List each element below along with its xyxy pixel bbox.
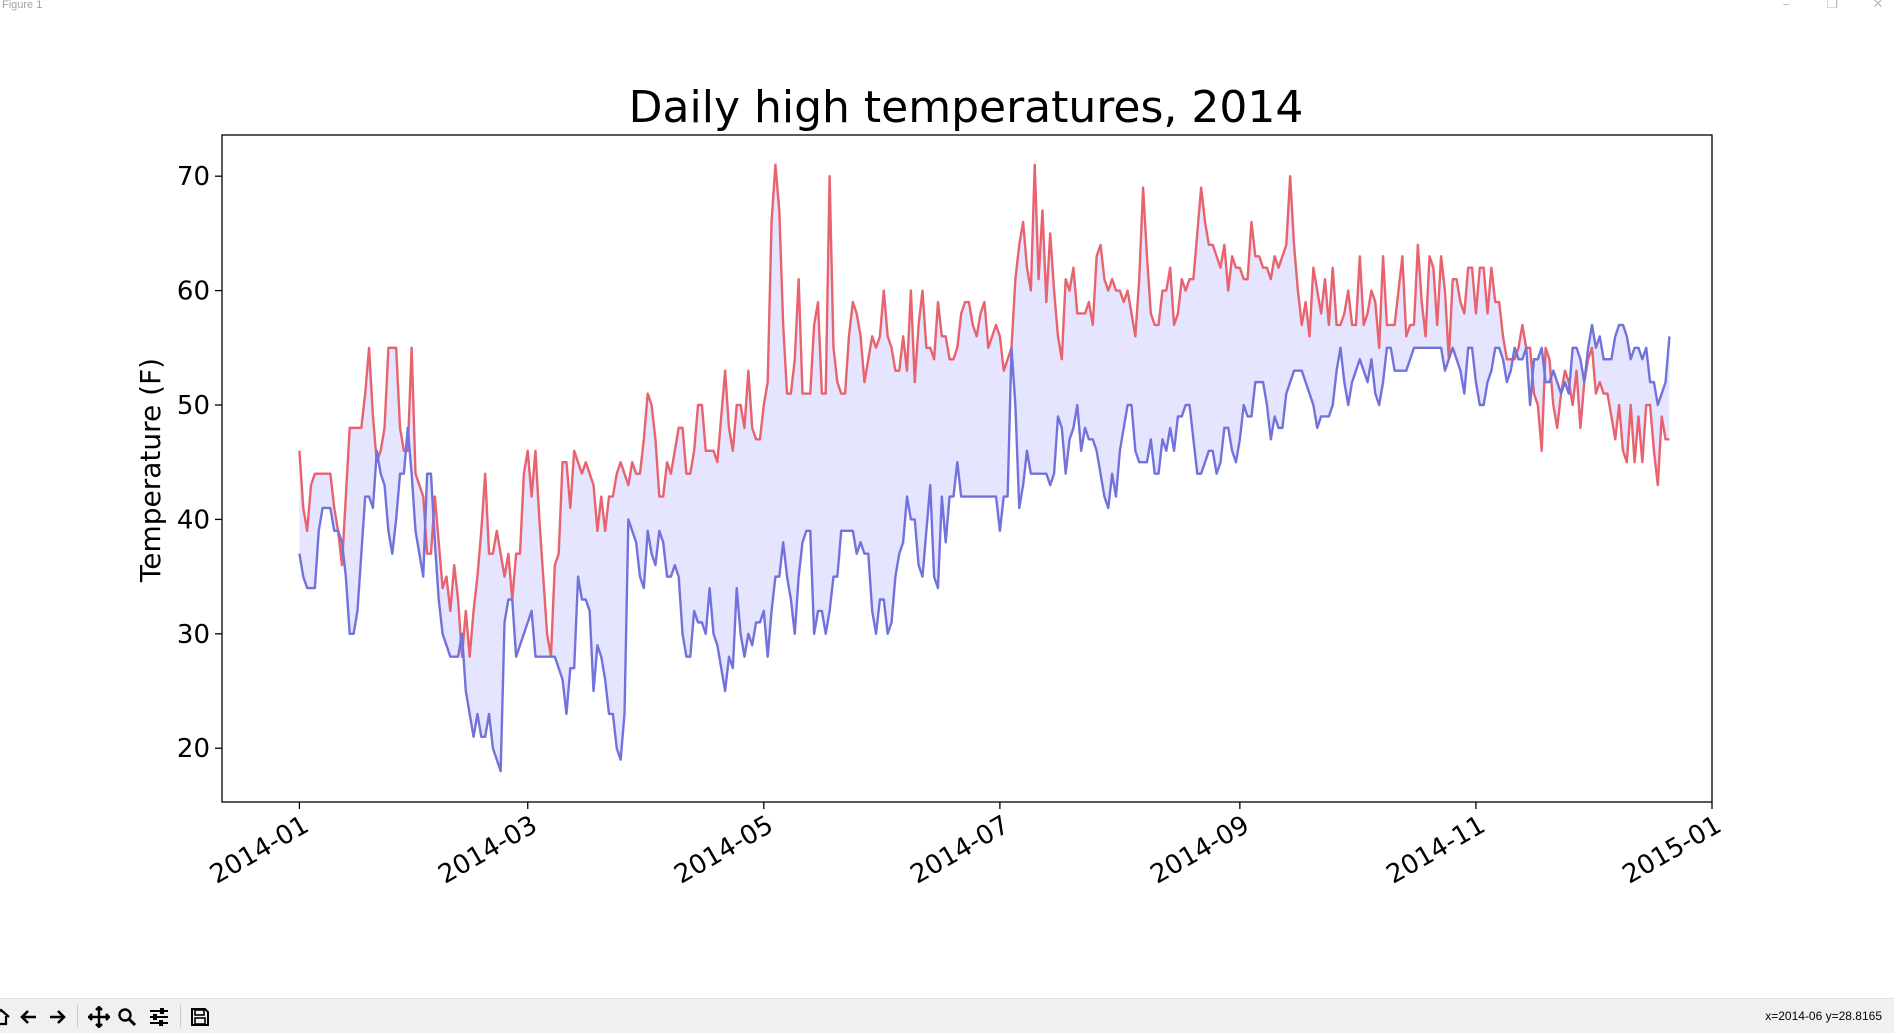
y-tick-label: 70: [177, 162, 210, 192]
toolbar: x=2014-06 y=28.8165: [0, 998, 1894, 1033]
y-tick-label: 50: [177, 391, 210, 421]
cursor-coordinates-readout: x=2014-06 y=28.8165: [1765, 1009, 1882, 1023]
x-tick-label: 2014-03: [433, 810, 542, 890]
close-button[interactable]: ✕: [1872, 0, 1884, 12]
plot-frame: [221, 134, 1713, 803]
x-tick-label: 2014-11: [1382, 810, 1491, 890]
x-tick-label: 2014-05: [669, 810, 778, 890]
forward-button[interactable]: [44, 1004, 70, 1030]
fill-between-polygon: [299, 164, 1670, 772]
y-axis-ticks: 20 30 40 50 60 70: [177, 162, 222, 764]
save-button[interactable]: [187, 1004, 213, 1030]
zoom-icon: [117, 1007, 137, 1027]
chart-figure: Daily high temperatures, 2014 Temperatur…: [134, 82, 1727, 890]
x-tick-label: 2014-01: [205, 810, 314, 890]
back-arrow-icon: [19, 1007, 39, 1027]
y-tick-label: 60: [177, 277, 210, 307]
y-tick-label: 40: [177, 505, 210, 535]
y-tick-label: 20: [177, 734, 210, 764]
series-lines: [298, 163, 1671, 773]
series-line-1: [298, 323, 1671, 773]
chart-title: Daily high temperatures, 2014: [629, 82, 1304, 133]
toolbar-separator: [77, 1005, 78, 1027]
zoom-button[interactable]: [114, 1004, 140, 1030]
x-axis-ticks: 2014-01 2014-03 2014-05 2014-07 2014-09 2014-…: [205, 802, 1727, 890]
save-icon: [190, 1007, 210, 1027]
home-icon: [0, 1007, 11, 1027]
pan-icon: [88, 1006, 110, 1028]
restore-button[interactable]: ❐: [1826, 0, 1838, 12]
x-tick-label: 2014-07: [906, 810, 1015, 890]
x-tick-label: 2014-09: [1145, 810, 1254, 890]
minimize-button[interactable]: –: [1782, 0, 1790, 12]
window-title: Figure 1: [2, 0, 43, 11]
pan-button[interactable]: [86, 1004, 112, 1030]
toolbar-separator: [180, 1005, 181, 1027]
fill-between-area: [299, 164, 1670, 772]
configure-subplots-icon: [148, 1006, 170, 1028]
series-line-0: [298, 163, 1670, 658]
configure-subplots-button[interactable]: [146, 1004, 172, 1030]
forward-arrow-icon: [47, 1007, 67, 1027]
y-axis-label: Temperature (F): [134, 358, 167, 583]
window-titlebar: Figure 1 – ❐ ✕: [0, 0, 1894, 14]
x-tick-label: 2015-01: [1618, 810, 1727, 890]
back-button[interactable]: [16, 1004, 42, 1030]
home-button[interactable]: [0, 1004, 14, 1030]
y-tick-label: 30: [177, 620, 210, 650]
